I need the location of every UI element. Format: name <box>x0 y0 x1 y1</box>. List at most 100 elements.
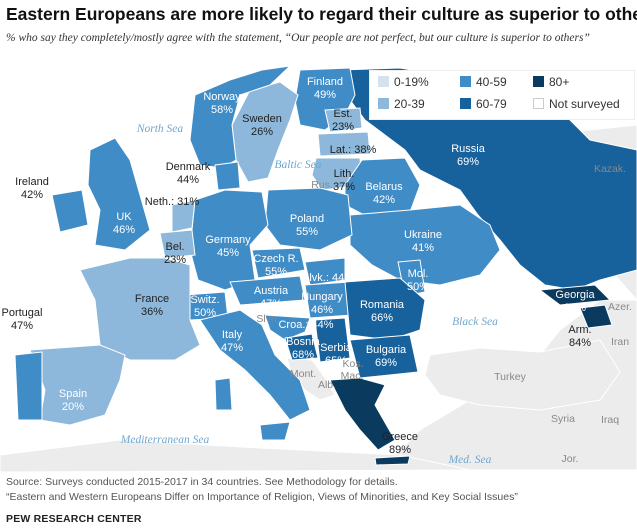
country-name-ukraine: Ukraine <box>404 229 442 241</box>
brand-footer: PEW RESEARCH CENTER <box>6 513 142 525</box>
country-value-georgia: 85% <box>564 302 586 314</box>
country-name-serbia: Serbia <box>320 342 353 354</box>
country-name-spain: Spain <box>59 388 87 400</box>
country-value-finland: 49% <box>314 89 336 101</box>
country-name-greece: Greece <box>382 431 418 443</box>
region-north-africa <box>0 439 471 473</box>
country-name-belarus: Belarus <box>365 181 403 193</box>
legend-item-40-59: 40-59 <box>460 75 507 89</box>
country-portugal <box>14 351 43 421</box>
country-name-uk: UK <box>116 211 132 223</box>
country-value-romania: 66% <box>371 312 393 324</box>
country-name-bulgaria: Bulgaria <box>366 344 407 356</box>
legend-swatch <box>460 76 471 87</box>
country-name-france: France <box>135 293 169 305</box>
country-value-austria: 47% <box>260 298 282 310</box>
legend-swatch <box>533 76 544 87</box>
sea-mediterranean: Mediterranean Sea <box>120 434 210 446</box>
country-name-mol: Mol. <box>408 268 429 280</box>
report-title: “Eastern and Western Europeans Differ on… <box>6 491 518 503</box>
unsurveyed-label-kazak: Kazak. <box>594 163 626 175</box>
unsurveyed-label-azer: Azer. <box>608 301 632 313</box>
country-name-austria: Austria <box>254 285 289 297</box>
unsurveyed-label-rus: Rus. <box>311 179 333 191</box>
country-georgia <box>538 284 612 306</box>
country-labels: Finland49%Norway58%Sweden26%Est.23%Lat.:… <box>2 76 596 456</box>
country-value-portugal: 47% <box>11 320 33 332</box>
country-value-ukraine: 41% <box>412 242 434 254</box>
source-note: Source: Surveys conducted 2015-2017 in 3… <box>6 476 398 488</box>
country-romania <box>344 277 426 341</box>
europe-map: North Sea Baltic Sea Black Sea Mediterra… <box>0 62 637 473</box>
country-norway <box>189 65 292 169</box>
legend-item-80: 80+ <box>533 75 569 89</box>
country-value-greece: 89% <box>389 444 411 456</box>
country-name-bel: Bel. <box>166 241 185 253</box>
legend-label: 80+ <box>549 75 570 89</box>
country-value-belarus: 42% <box>373 194 395 206</box>
country-serbia <box>314 317 351 363</box>
legend-item-0-19: 0-19% <box>378 75 429 89</box>
legend-label: 60-79 <box>476 97 507 111</box>
country-name-arm: Arm. <box>568 324 591 336</box>
country-value-czechr: 55% <box>265 266 287 278</box>
country-value-france: 36% <box>141 306 163 318</box>
country-value-sweden: 26% <box>251 126 273 138</box>
country-name-lith: Lith. <box>334 168 355 180</box>
country-name-norway: Norway <box>203 91 241 103</box>
country-value-denmark: 44% <box>177 174 199 186</box>
country-ukraine <box>349 204 501 286</box>
country-label-lat: Lat.: 38% <box>330 144 377 156</box>
country-label-croa: Croa.: 44% <box>278 319 333 331</box>
country-name-bosnia: Bosnia <box>286 336 321 348</box>
country-netherlands <box>171 199 196 233</box>
region-turkey <box>424 339 621 411</box>
unsurveyed-label-jor: Jor. <box>562 453 579 465</box>
country-name-germany: Germany <box>205 234 251 246</box>
country-value-est: 23% <box>332 121 354 133</box>
country-name-russia: Russia <box>451 143 486 155</box>
country-value-lith: 37% <box>333 181 355 193</box>
sea-baltic: Baltic Sea <box>275 159 322 171</box>
country-value-italy: 47% <box>221 342 243 354</box>
country-value-bosnia: 68% <box>292 349 314 361</box>
country-name-poland: Poland <box>290 213 324 225</box>
country-name-portugal: Portugal <box>2 307 43 319</box>
country-greece <box>329 377 396 451</box>
legend-swatch <box>378 98 389 109</box>
country-value-serbia: 65% <box>325 355 347 367</box>
country-italy-sicily <box>259 421 291 441</box>
country-spain <box>29 344 126 426</box>
country-value-norway: 58% <box>211 104 233 116</box>
unsurveyed-label-turkey: Turkey <box>494 371 526 383</box>
legend-label: 20-39 <box>394 97 425 111</box>
legend-item-60-79: 60-79 <box>460 97 507 111</box>
country-name-switz: Switz. <box>190 294 219 306</box>
legend-swatch <box>533 98 544 109</box>
country-poland <box>264 187 353 251</box>
country-croatia <box>264 314 311 341</box>
country-czech <box>251 247 306 279</box>
unsurveyed-label-mont: Mont. <box>290 368 316 380</box>
country-belgium <box>159 229 196 259</box>
country-label-slvk: Slvk.: 44% <box>302 272 354 284</box>
unsurveyed-label-syria: Syria <box>551 413 575 425</box>
country-ireland <box>51 189 89 233</box>
country-value-germany: 45% <box>217 247 239 259</box>
legend-swatch <box>460 98 471 109</box>
unsurveyed-label-alb: Alb. <box>318 379 336 391</box>
country-germany <box>189 189 269 291</box>
country-austria <box>229 275 306 306</box>
legend-label: 0-19% <box>394 75 429 89</box>
country-value-ireland: 42% <box>21 189 43 201</box>
country-name-czechr: Czech R. <box>253 253 298 265</box>
unsurveyed-labels: Kazak. Azer. Iran Turkey Syria Iraq Jor. Rus. Mo… <box>256 163 632 465</box>
legend-item-20-39: 20-39 <box>378 97 425 111</box>
country-name-finland: Finland <box>307 76 343 88</box>
country-value-bel: 23% <box>164 254 186 266</box>
map-svg: North Sea Baltic Sea Black Sea Mediterra… <box>0 65 637 473</box>
country-name-est: Est. <box>334 108 353 120</box>
country-name-georgia: Georgia <box>555 289 595 301</box>
chart-title: Eastern Europeans are more likely to reg… <box>6 4 637 24</box>
country-value-switz: 50% <box>194 307 216 319</box>
